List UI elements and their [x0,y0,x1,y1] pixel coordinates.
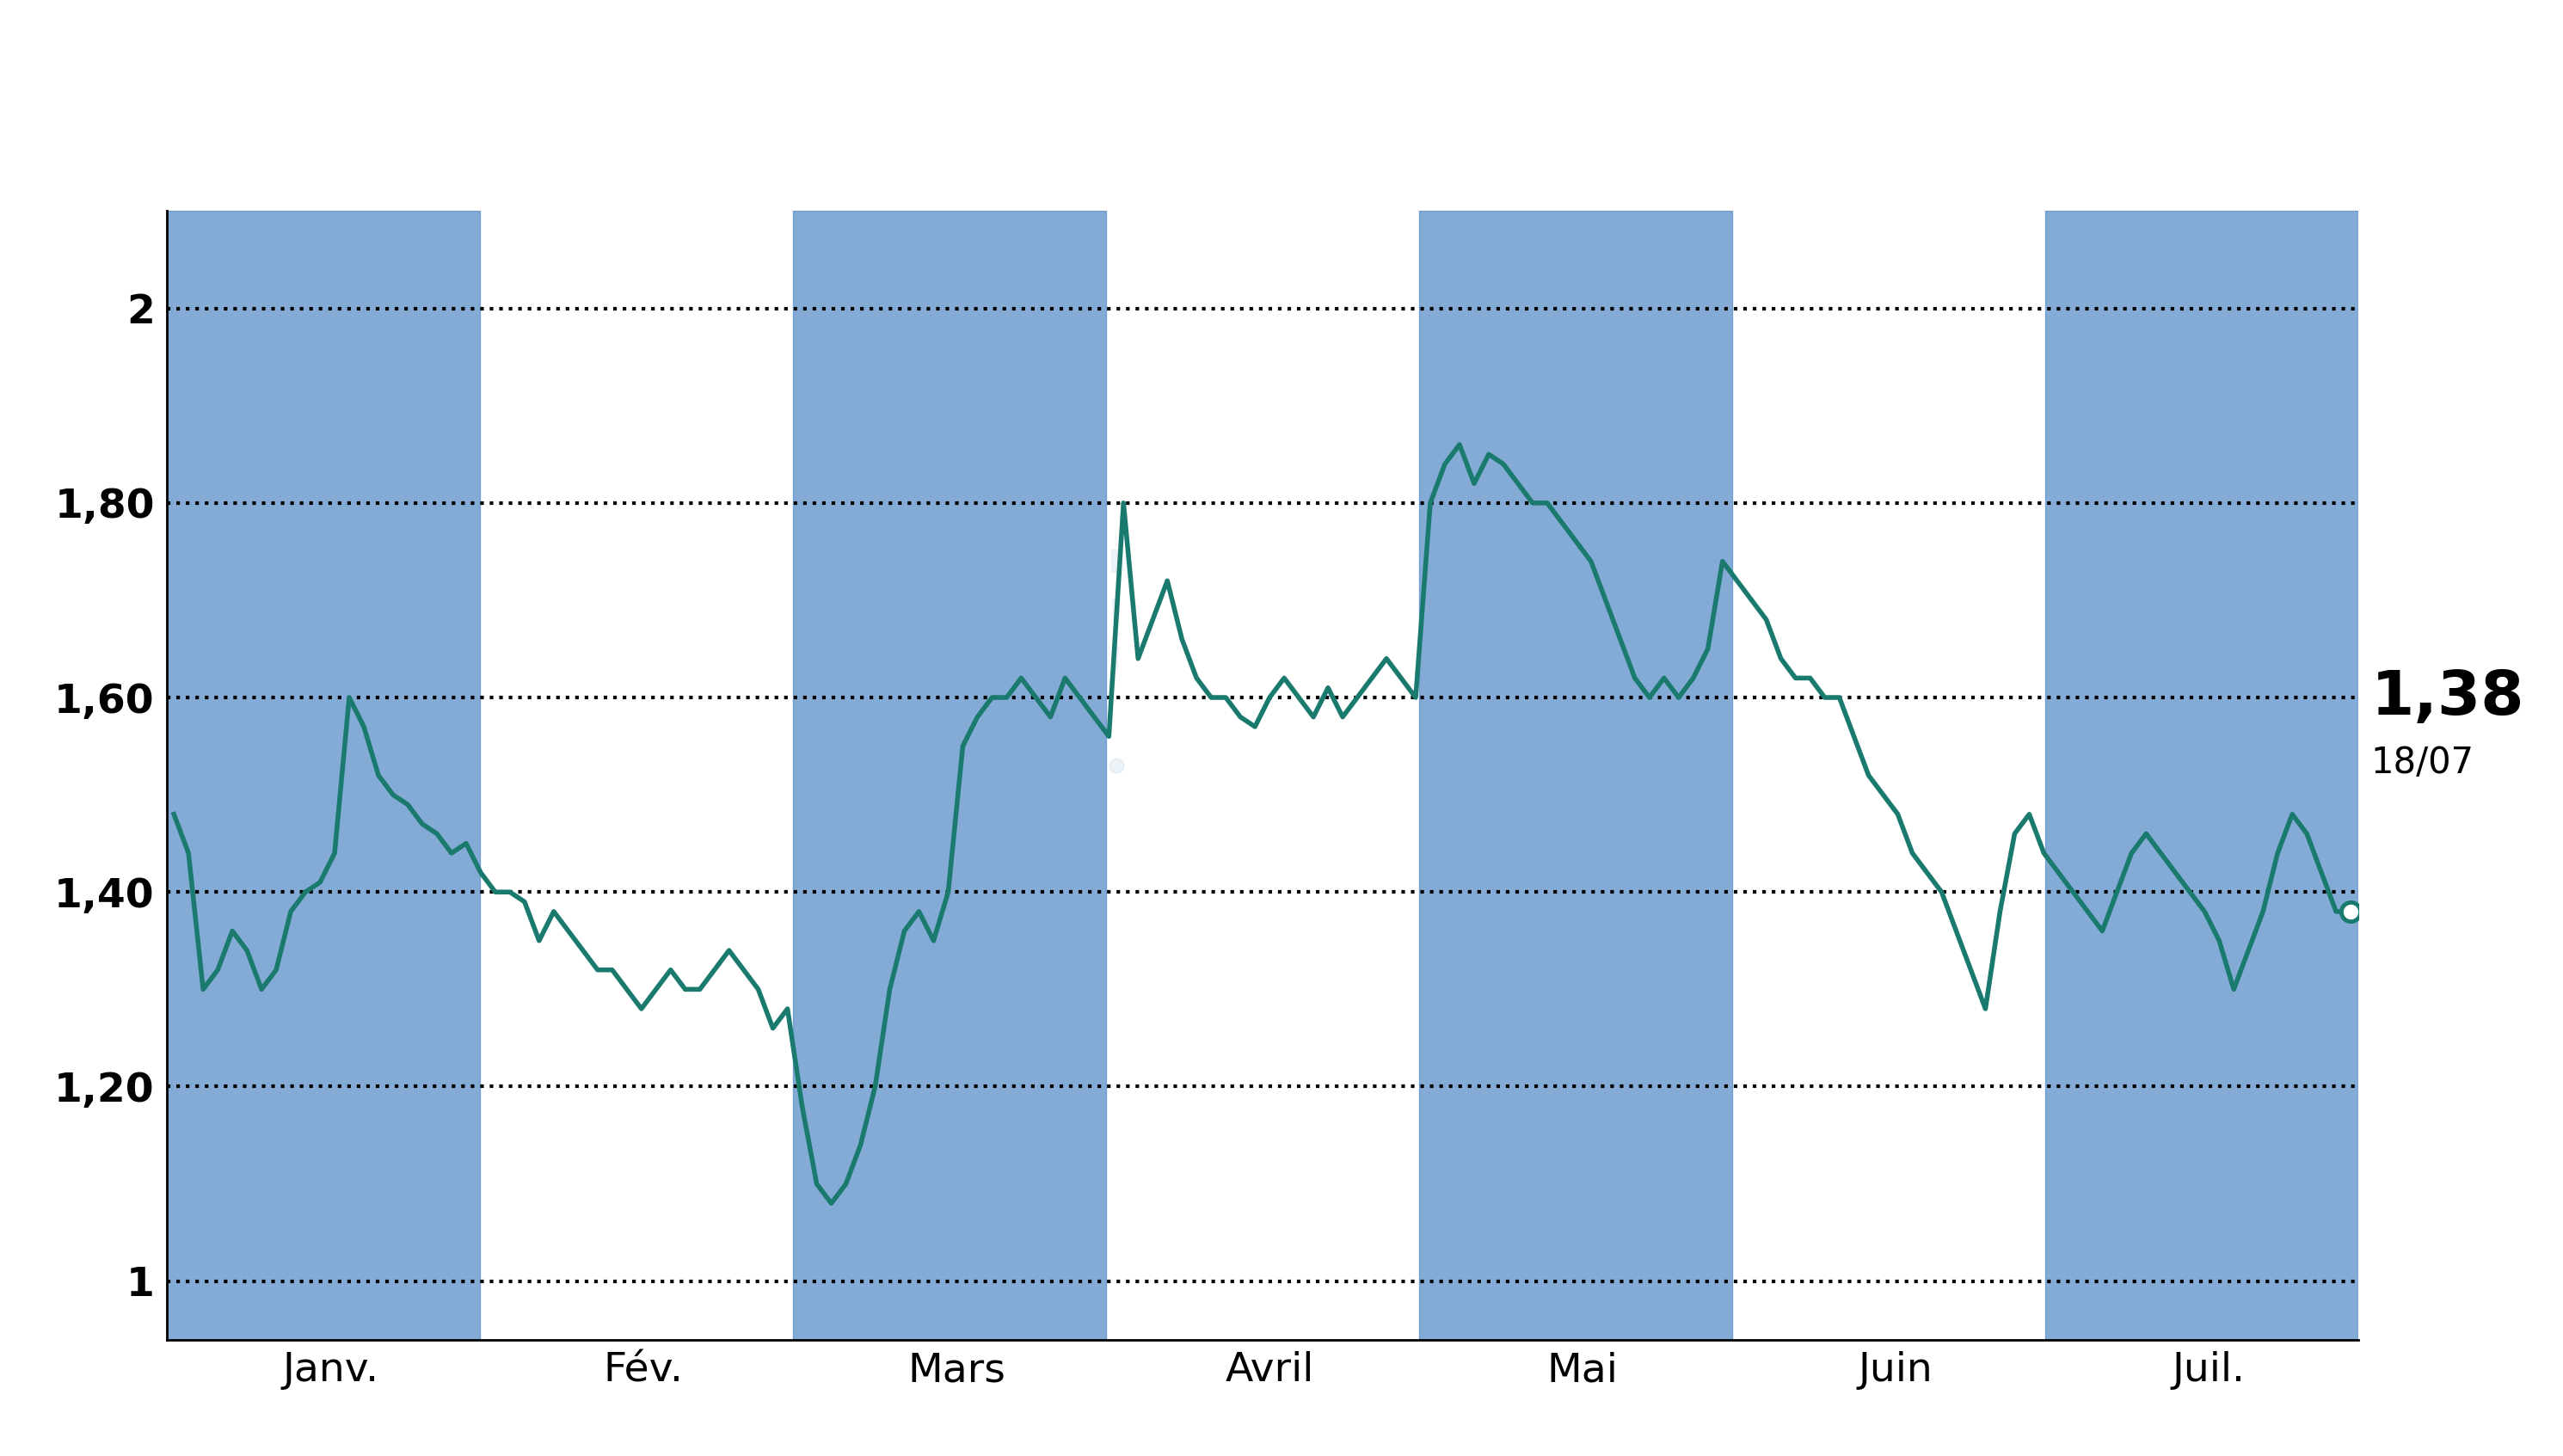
Text: 18/07: 18/07 [2371,745,2473,780]
Bar [167,211,479,1340]
Bar [792,211,1105,1340]
Bar [1420,211,1733,1340]
Text: 1,38: 1,38 [2371,668,2525,727]
Bar [2045,211,2358,1340]
Text: Singulus Technologies AG: Singulus Technologies AG [592,33,1971,125]
